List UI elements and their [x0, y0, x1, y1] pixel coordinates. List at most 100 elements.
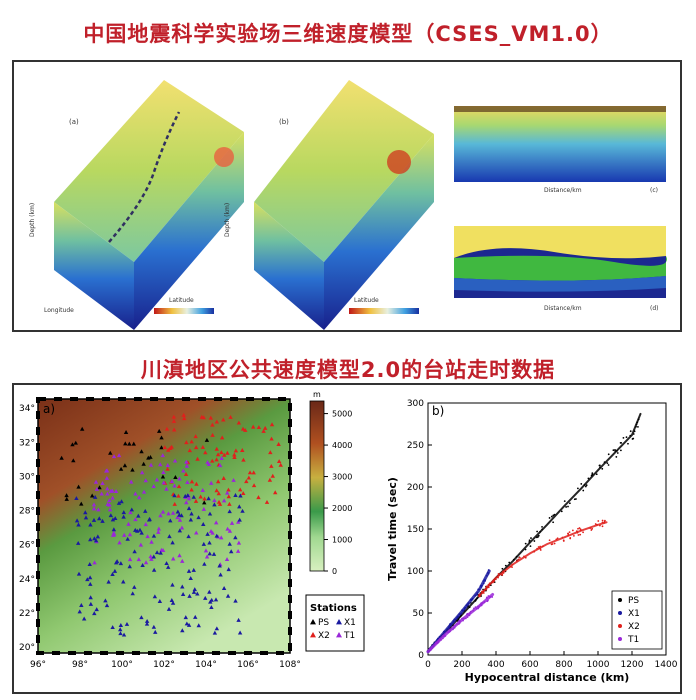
- slab-c-surface: [454, 106, 666, 112]
- station-x1: [177, 512, 182, 517]
- station-ps: [73, 440, 78, 445]
- station-x1: [116, 500, 122, 505]
- data-point-x1: [452, 619, 455, 622]
- station-t1: [177, 553, 182, 558]
- station-t1: [212, 498, 217, 503]
- station-t1: [160, 509, 166, 514]
- legend-marker-t1: [336, 632, 342, 638]
- y-axis-label: Travel time (sec): [386, 477, 399, 581]
- station-x2: [241, 491, 246, 496]
- data-point-x2: [501, 573, 504, 576]
- station-x1: [225, 593, 231, 598]
- station-x1: [83, 515, 89, 520]
- data-point-t1: [437, 640, 440, 643]
- map-border: [36, 397, 292, 655]
- data-point-x2: [482, 589, 485, 592]
- station-t1: [166, 511, 171, 516]
- data-point-t1: [480, 604, 483, 607]
- data-point-x2: [518, 556, 521, 559]
- station-x2: [219, 435, 225, 440]
- station-t1: [148, 554, 153, 559]
- station-x1: [218, 572, 223, 577]
- data-point-ps: [560, 510, 563, 513]
- block-a-front-face: [54, 202, 134, 330]
- station-x2: [240, 426, 246, 431]
- station-x2: [194, 481, 199, 486]
- data-point-ps: [475, 598, 477, 601]
- station-x1: [186, 534, 191, 539]
- station-x2: [210, 458, 215, 463]
- station-x2: [189, 487, 194, 492]
- station-t1: [217, 463, 223, 468]
- data-point-ps: [524, 542, 527, 545]
- panel-label-b: (b): [279, 118, 289, 126]
- station-x2: [183, 471, 189, 476]
- data-point-x1: [448, 626, 450, 628]
- data-point-x1: [466, 604, 469, 607]
- station-x2: [189, 479, 195, 484]
- station-x1: [212, 502, 217, 507]
- station-x1: [206, 496, 211, 501]
- station-t1: [221, 498, 227, 503]
- station-x1: [191, 494, 196, 499]
- station-x1: [110, 625, 115, 630]
- data-point-x2: [497, 576, 499, 579]
- station-x1: [88, 595, 93, 600]
- data-point-x2: [591, 527, 594, 530]
- station-x1: [88, 537, 93, 542]
- colorbar-tick-label: 0: [332, 567, 337, 576]
- station-x1: [127, 564, 132, 569]
- data-point-x1: [474, 594, 477, 597]
- data-point-ps: [501, 567, 504, 570]
- data-point-t1: [430, 646, 433, 649]
- station-x2: [171, 418, 177, 423]
- axis-distance-d: Distance/km: [544, 305, 582, 312]
- station-t1: [208, 480, 214, 485]
- station-t1: [91, 502, 97, 507]
- data-point-ps: [587, 477, 590, 480]
- station-x1: [74, 496, 79, 501]
- data-point-x2: [582, 531, 584, 534]
- data-point-x2: [573, 534, 575, 537]
- station-x2: [246, 475, 252, 480]
- station-x2: [193, 434, 198, 439]
- station-x1: [214, 533, 219, 538]
- data-point-x2: [548, 539, 551, 542]
- data-point-ps: [625, 436, 628, 439]
- station-x2: [181, 412, 186, 417]
- station-t1: [128, 510, 133, 515]
- station-x1: [144, 618, 150, 623]
- station-x1: [111, 527, 117, 532]
- legend-label-x1: X1: [344, 618, 356, 628]
- station-x1: [92, 611, 97, 616]
- station-x1: [237, 630, 243, 635]
- station-t1: [224, 557, 230, 562]
- data-point-t1: [480, 602, 483, 605]
- colorbar-a: [154, 308, 214, 314]
- map-lat-tick: 28°: [19, 507, 35, 517]
- data-point-t1: [472, 609, 475, 612]
- colorbar-ticks: 0 1000 2000 3000 4000 5000: [324, 410, 352, 576]
- axis-latitude-b: Latitude: [354, 297, 379, 304]
- map-lon-tick: 98°: [72, 660, 88, 670]
- station-x1: [136, 513, 141, 518]
- station-x2: [262, 425, 268, 430]
- station-x2: [216, 491, 221, 496]
- station-x2: [172, 427, 177, 432]
- station-t1: [170, 510, 176, 515]
- station-x1: [227, 509, 232, 514]
- data-point-ps: [636, 421, 639, 424]
- data-point-x2: [511, 566, 513, 569]
- station-x2: [261, 428, 266, 433]
- data-point-ps: [528, 541, 531, 543]
- station-ps: [108, 450, 113, 455]
- station-x1: [113, 516, 118, 521]
- data-point-ps: [616, 452, 619, 454]
- station-t1: [200, 487, 205, 492]
- map-panel-label: a): [43, 402, 55, 416]
- station-x2: [276, 442, 281, 447]
- data-point-t1: [469, 610, 472, 613]
- map-lon-tick: 108°: [279, 660, 301, 670]
- station-ps: [148, 454, 153, 459]
- data-point-x1: [484, 579, 487, 582]
